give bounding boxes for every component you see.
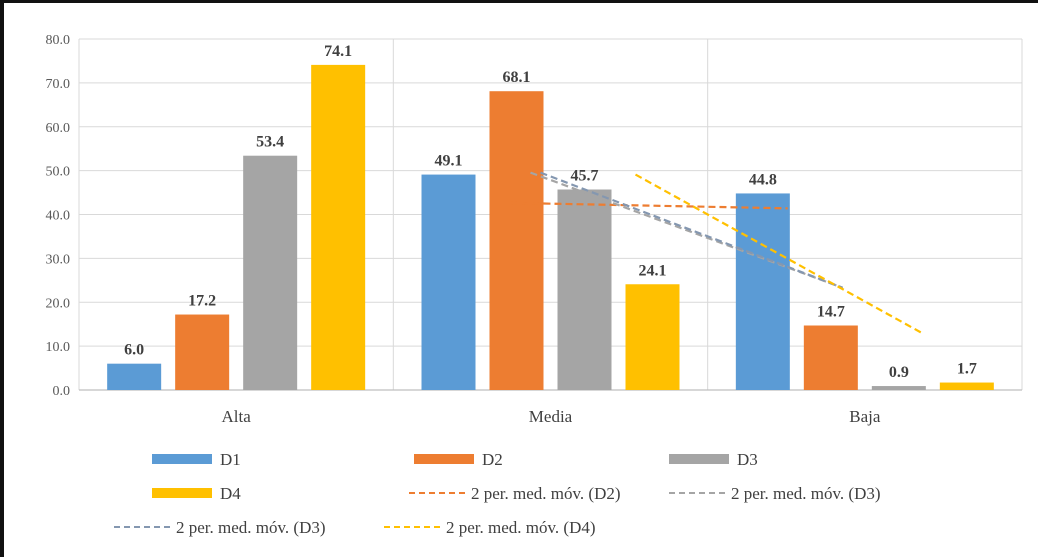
bar-d3 bbox=[557, 189, 612, 390]
data-label: 74.1 bbox=[324, 43, 352, 60]
data-label: 6.0 bbox=[124, 342, 144, 359]
legend-label: D3 bbox=[737, 450, 758, 469]
bar-d3 bbox=[243, 155, 298, 390]
legend-swatch-d2 bbox=[414, 454, 474, 464]
x-axis: Alta Media Baja bbox=[222, 407, 881, 426]
legend-label: 2 per. med. móv. (D3) bbox=[731, 484, 881, 503]
data-label: 0.9 bbox=[889, 364, 909, 381]
y-tick-label: 10.0 bbox=[46, 340, 71, 355]
bar-d4 bbox=[625, 284, 680, 390]
bar-d3 bbox=[871, 386, 926, 390]
trendline bbox=[510, 201, 788, 210]
data-label: 14.7 bbox=[817, 304, 845, 321]
data-label: 1.7 bbox=[957, 361, 977, 378]
y-tick-label: 50.0 bbox=[46, 165, 71, 180]
legend-label: D4 bbox=[220, 484, 241, 503]
y-tick-label: 40.0 bbox=[46, 209, 71, 224]
y-axis: 0.0 10.0 20.0 30.0 40.0 50.0 60.0 70.0 80.0 bbox=[46, 33, 71, 399]
legend: D1 D2 D3 D4 2 per. med. móv. (D2) 2 per. med.… bbox=[114, 450, 881, 537]
bar-d2 bbox=[489, 91, 544, 391]
bar-d1 bbox=[421, 174, 476, 390]
trendline bbox=[540, 171, 844, 289]
trendlines bbox=[510, 171, 924, 335]
data-labels: 6.0 49.1 44.8 17.2 68.1 14.7 53.4 45.7 0.9 74.1 24… bbox=[124, 43, 977, 381]
bar-d2 bbox=[803, 325, 858, 390]
bars bbox=[107, 64, 994, 391]
bar-d1 bbox=[107, 363, 162, 390]
gridlines bbox=[78, 38, 1023, 391]
y-tick-label: 0.0 bbox=[53, 384, 71, 399]
legend-swatch-d4 bbox=[152, 488, 212, 498]
legend-label: D2 bbox=[482, 450, 503, 469]
data-label: 44.8 bbox=[749, 171, 777, 188]
bar-chart: 0.0 10.0 20.0 30.0 40.0 50.0 60.0 70.0 80.0 6.0 4… bbox=[46, 33, 1023, 537]
y-tick-label: 30.0 bbox=[46, 252, 71, 267]
legend-label: D1 bbox=[220, 450, 241, 469]
y-tick-label: 80.0 bbox=[46, 33, 71, 48]
data-label: 53.4 bbox=[256, 134, 284, 151]
data-label: 49.1 bbox=[435, 153, 463, 170]
y-tick-label: 70.0 bbox=[46, 77, 71, 92]
data-label: 17.2 bbox=[188, 293, 216, 310]
legend-label: 2 per. med. móv. (D2) bbox=[471, 484, 621, 503]
legend-label: 2 per. med. móv. (D4) bbox=[446, 518, 596, 537]
bar-d4 bbox=[311, 64, 366, 391]
y-tick-label: 20.0 bbox=[46, 296, 71, 311]
bar-d4 bbox=[939, 382, 994, 390]
y-tick-label: 60.0 bbox=[46, 121, 71, 136]
data-label: 24.1 bbox=[639, 262, 667, 279]
legend-swatch-d3 bbox=[669, 454, 729, 464]
legend-label: 2 per. med. móv. (D3) bbox=[176, 518, 326, 537]
legend-swatch-d1 bbox=[152, 454, 212, 464]
data-label: 45.7 bbox=[571, 167, 599, 184]
x-category-label: Media bbox=[529, 407, 573, 426]
x-category-label: Baja bbox=[849, 407, 881, 426]
bar-d2 bbox=[175, 314, 230, 390]
x-category-label: Alta bbox=[222, 407, 252, 426]
data-label: 68.1 bbox=[503, 69, 531, 86]
bar-d1 bbox=[735, 193, 790, 390]
